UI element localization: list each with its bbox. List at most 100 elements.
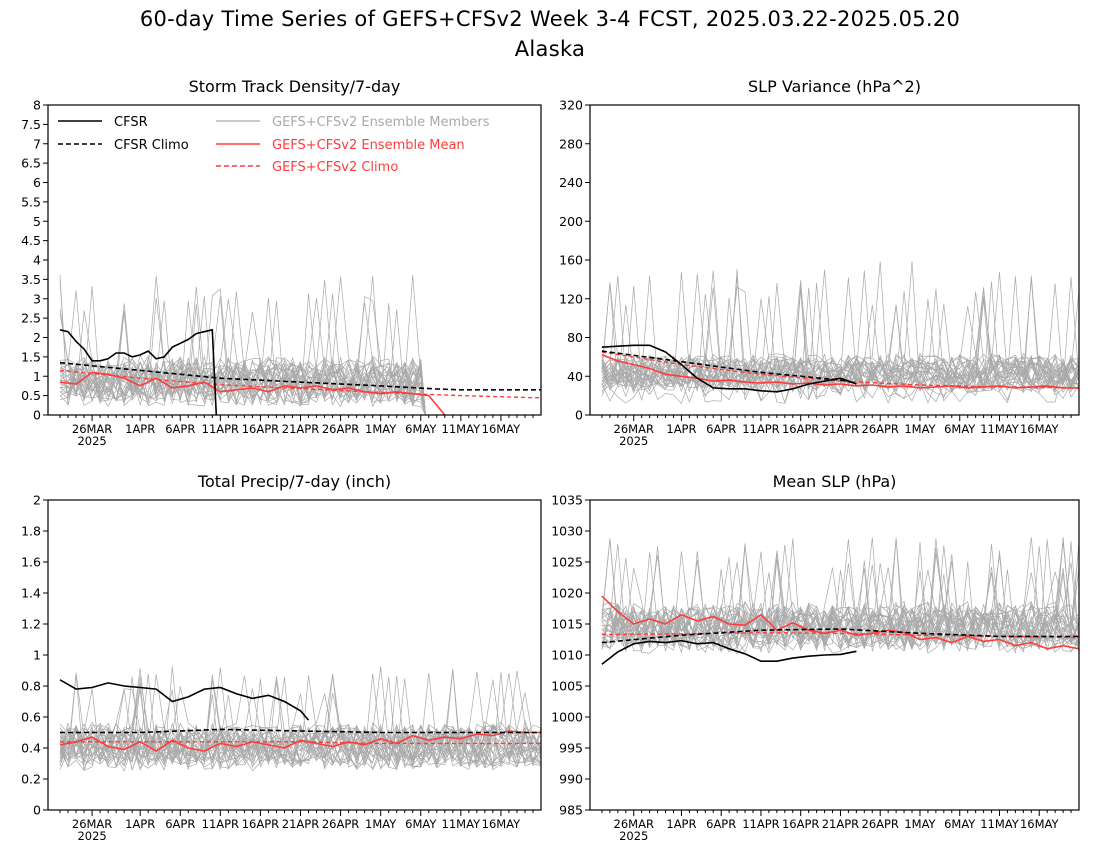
x-tick-label: 26APR (322, 817, 359, 831)
y-tick-label: 1.4 (21, 586, 41, 601)
x-tick-label: 21APR (282, 817, 319, 831)
panel-storm-track: Storm Track Density/7-day 0 0.5 1 1.5 2 2.5 3 3.… (21, 77, 542, 448)
y-tick-label: 1000 (551, 710, 583, 725)
x-tick-label: 26APR (322, 422, 359, 436)
x-tick-label: 6APR (165, 422, 195, 436)
x-tick-label: 26MAR (72, 422, 112, 436)
series-cfsr-climo (601, 350, 857, 384)
y-tick-label: 2 (33, 330, 41, 345)
ensemble-members (59, 666, 541, 772)
y-tick-label: 985 (559, 803, 583, 818)
y-tick-label: 1.5 (21, 349, 41, 364)
y-tick-label: 120 (559, 291, 583, 306)
y-tick-label: 1020 (551, 586, 583, 601)
x-tick-label: 21APR (822, 422, 859, 436)
x-tick-label: 16APR (782, 422, 819, 436)
y-tick-label: 1035 (551, 493, 583, 508)
legend-label-members: GEFS+CFSv2 Ensemble Members (272, 115, 490, 130)
ensemble-member-line (59, 679, 541, 766)
legend-label-ens-mean: GEFS+CFSv2 Ensemble Mean (272, 138, 465, 153)
y-tick-label: 0.5 (21, 388, 41, 403)
x-tick-label: 1APR (125, 422, 155, 436)
plot-area (59, 666, 541, 772)
y-tick-label: 0.8 (21, 679, 41, 694)
y-tick-label: 0.2 (21, 772, 41, 787)
ensemble-member-line (601, 538, 1079, 646)
y-tick-label: 7.5 (21, 117, 41, 132)
ensemble-members (601, 537, 1079, 655)
x-tick-label: 11MAY (980, 817, 1020, 831)
x-tick-label: 6APR (165, 817, 195, 831)
y-tick-label: 160 (559, 253, 583, 268)
x-tick-label: 16APR (242, 817, 279, 831)
x-tick-label: 1APR (666, 422, 696, 436)
ensemble-member-line (59, 693, 541, 768)
legend: CFSR CFSR Climo GEFS+CFSv2 Ensemble Member… (58, 115, 490, 175)
y-tick-label: 995 (559, 741, 583, 756)
y-tick-label: 1005 (551, 679, 583, 694)
ensemble-member-line (59, 274, 426, 415)
x-tick-label: 21APR (282, 422, 319, 436)
series-cfsr (59, 679, 310, 721)
y-tick-label: 5 (33, 214, 41, 229)
x-tick-label: 26APR (862, 817, 899, 831)
plot-area (59, 274, 541, 415)
legend-label-cfsr-climo: CFSR Climo (114, 138, 189, 153)
x-tick-label: 1APR (125, 817, 155, 831)
figure-title-region: Alaska (514, 37, 586, 61)
x-tick-label: 6MAY (944, 817, 976, 831)
y-tick-label: 1.6 (21, 555, 41, 570)
y-tick-label: 1010 (551, 648, 583, 663)
x-tick-label: 6APR (706, 817, 736, 831)
x-tick-label: 26MAR (614, 817, 654, 831)
series-gefs-climo (601, 631, 1079, 639)
x-tick-label: 11APR (742, 422, 779, 436)
series-cfsr-climo (60, 728, 541, 734)
figure-title-line-1: 60-day Time Series of GEFS+CFSv2 Week 3-… (139, 7, 961, 31)
y-tick-label: 3.5 (21, 272, 41, 287)
y-tick-label: 240 (559, 175, 583, 190)
x-tick-label: 26MAR (614, 422, 654, 436)
x-tick-label: 16MAY (1020, 817, 1060, 831)
y-tick-label: 1015 (551, 617, 583, 632)
y-tick-label: 6.5 (21, 156, 41, 171)
y-tick-label: 1 (33, 369, 41, 384)
ensemble-member-line (59, 673, 541, 763)
series-ens-mean (601, 354, 1079, 389)
ensemble-member-line (59, 297, 426, 415)
y-tick-label: 6 (33, 175, 41, 190)
x-tick-label: 11MAY (980, 422, 1020, 436)
y-axis: 0 0.5 1 1.5 2 2.5 3 3.5 4 4.5 5 5.5 6 6.5 7 7.5 8 (21, 98, 48, 423)
series-ens-mean (59, 371, 446, 415)
y-tick-label: 320 (559, 98, 583, 113)
y-tick-label: 990 (559, 772, 583, 787)
x-axis: 26MAR 1APR 6APR 11APR 16APR 21APR 26APR 1MAY 6MA… (59, 810, 534, 843)
series-cfsr-climo (59, 361, 541, 391)
y-tick-label: 200 (559, 214, 583, 229)
x-tick-label: 11APR (742, 817, 779, 831)
x-tick-label: 6MAY (405, 817, 437, 831)
x-year-label: 2025 (77, 434, 106, 448)
y-tick-label: 0.6 (21, 710, 41, 725)
y-tick-label: 280 (559, 136, 583, 151)
x-tick-label: 1MAY (365, 817, 397, 831)
ensemble-members (601, 261, 1079, 405)
y-tick-label: 0 (575, 408, 583, 423)
x-tick-label: 21APR (822, 817, 859, 831)
y-tick-label: 0 (33, 803, 41, 818)
x-tick-label: 26MAR (72, 817, 112, 831)
legend-label-gefs-climo: GEFS+CFSv2 Climo (272, 160, 398, 175)
panel-title: Mean SLP (hPa) (773, 472, 897, 491)
ensemble-member-line (59, 680, 541, 764)
y-tick-label: 1025 (551, 555, 583, 570)
x-tick-label: 6APR (706, 422, 736, 436)
ensemble-member-line (601, 552, 1079, 650)
x-tick-label: 1APR (666, 817, 696, 831)
panel-title: Storm Track Density/7-day (189, 77, 401, 96)
x-tick-label: 11APR (202, 422, 239, 436)
y-axis: 0 40 80 120 160 200 240 280 320 (559, 98, 590, 423)
x-tick-label: 16APR (782, 817, 819, 831)
y-tick-label: 7 (33, 136, 41, 151)
ensemble-member-line (601, 537, 1079, 646)
x-year-label: 2025 (619, 829, 648, 843)
